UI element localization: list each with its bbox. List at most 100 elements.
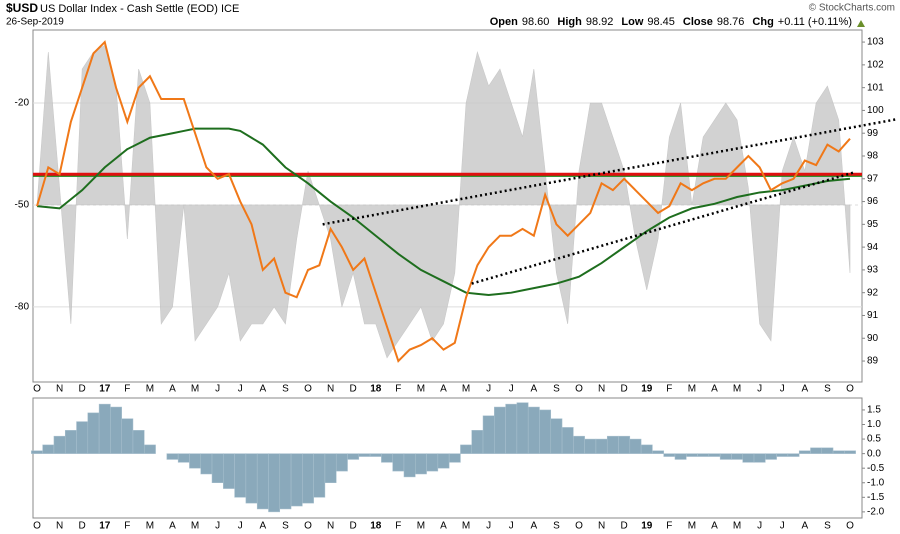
y-tick-label: 1.0 [867, 419, 881, 430]
y-tick-label: -1.0 [867, 477, 885, 488]
x-tick-label: O [846, 384, 854, 395]
y2-tick-label: 90 [867, 333, 879, 344]
x-tick-label: S [824, 521, 831, 532]
instrument-name: US Dollar Index - Cash Settle (EOD) ICE [40, 3, 239, 15]
quote-label: Open [490, 16, 518, 28]
histogram-bar [256, 453, 269, 510]
x-tick-label: M [688, 384, 696, 395]
histogram-bar [132, 430, 145, 454]
x-tick-label: D [79, 384, 86, 395]
histogram-bar [53, 435, 66, 454]
histogram-bar [573, 435, 585, 454]
histogram-bar [290, 453, 303, 507]
histogram-bar [415, 453, 427, 475]
quote-label: Low [621, 16, 643, 28]
x-tick-label: J [509, 521, 514, 532]
x-tick-label: J [215, 384, 220, 395]
histogram-bar [268, 453, 281, 513]
histogram-bar [223, 453, 235, 489]
histogram-bar [505, 403, 518, 454]
quote-value: 98.60 [522, 16, 550, 28]
x-tick-label: J [215, 521, 220, 532]
histogram-bar [245, 453, 258, 504]
histogram-bar [550, 418, 563, 454]
x-tick-label: M [688, 521, 696, 532]
y-tick-label: -80 [15, 302, 30, 313]
histogram-bar [358, 453, 371, 457]
x-tick-label: 19 [641, 384, 653, 395]
histogram-bar [313, 453, 326, 498]
x-tick-label: M [146, 384, 154, 395]
x-tick-label: N [598, 384, 605, 395]
histogram-bar [742, 453, 755, 463]
x-tick-label: F [395, 384, 401, 395]
y2-tick-label: 97 [867, 173, 879, 184]
histogram-bar [381, 453, 393, 463]
y2-tick-label: 89 [867, 356, 879, 367]
x-tick-label: J [238, 521, 243, 532]
y2-tick-label: 94 [867, 242, 879, 253]
x-tick-label: J [509, 384, 514, 395]
x-tick-label: M [462, 384, 470, 395]
x-tick-label: F [124, 521, 130, 532]
histogram-bar [539, 409, 552, 454]
histogram-bar [76, 421, 89, 454]
histogram-bar [110, 406, 122, 454]
x-tick-label: A [440, 384, 447, 395]
y2-tick-label: 99 [867, 128, 879, 139]
x-tick-label: J [780, 384, 785, 395]
histogram-bar [279, 453, 292, 510]
symbol: $USD [6, 1, 38, 15]
histogram-bar [753, 453, 766, 463]
histogram-bar [426, 453, 439, 472]
histogram-bar [629, 438, 642, 454]
x-tick-label: A [530, 384, 537, 395]
oscillator-area [36, 44, 851, 359]
histogram-bar [652, 450, 664, 454]
y-tick-label: 1.5 [867, 405, 881, 416]
histogram-bar [347, 453, 360, 460]
quote-value: 98.92 [586, 16, 614, 28]
trendline [471, 170, 856, 285]
y2-tick-label: 101 [867, 82, 884, 93]
histogram-bar [460, 444, 472, 454]
x-tick-label: F [666, 384, 672, 395]
histogram-bar [302, 453, 314, 504]
x-tick-label: M [417, 384, 425, 395]
histogram-bar [482, 415, 495, 454]
quote-label: Close [683, 16, 713, 28]
x-tick-label: F [124, 384, 130, 395]
histogram-bar [697, 453, 710, 457]
x-tick-label: O [575, 384, 583, 395]
x-tick-label: N [327, 384, 334, 395]
x-tick-label: D [621, 521, 628, 532]
trendline [322, 118, 896, 226]
histogram-bar [561, 427, 574, 454]
histogram-bar [731, 453, 743, 460]
histogram-bar [584, 438, 597, 454]
x-tick-label: M [417, 521, 425, 532]
y2-tick-label: 96 [867, 196, 879, 207]
x-tick-label: A [801, 521, 808, 532]
histogram-bar [98, 403, 111, 454]
histogram-bar [821, 447, 834, 454]
histogram-bar [448, 453, 461, 463]
histogram-bar [663, 453, 676, 457]
y-tick-label: -2.0 [867, 507, 885, 518]
histogram-bar [595, 438, 608, 454]
x-tick-label: N [56, 521, 63, 532]
x-tick-label: A [259, 521, 266, 532]
histogram-bar [640, 444, 653, 454]
y-tick-label: 0.5 [867, 434, 881, 445]
histogram-bar [471, 430, 484, 454]
y-tick-label: -20 [15, 98, 30, 109]
x-tick-label: N [327, 521, 334, 532]
histogram-bar [798, 450, 811, 454]
histogram-bar [234, 453, 247, 498]
x-tick-label: 19 [641, 521, 653, 532]
y2-tick-label: 95 [867, 219, 879, 230]
x-tick-label: A [440, 521, 447, 532]
x-tick-label: D [79, 521, 86, 532]
x-tick-label: S [282, 384, 289, 395]
